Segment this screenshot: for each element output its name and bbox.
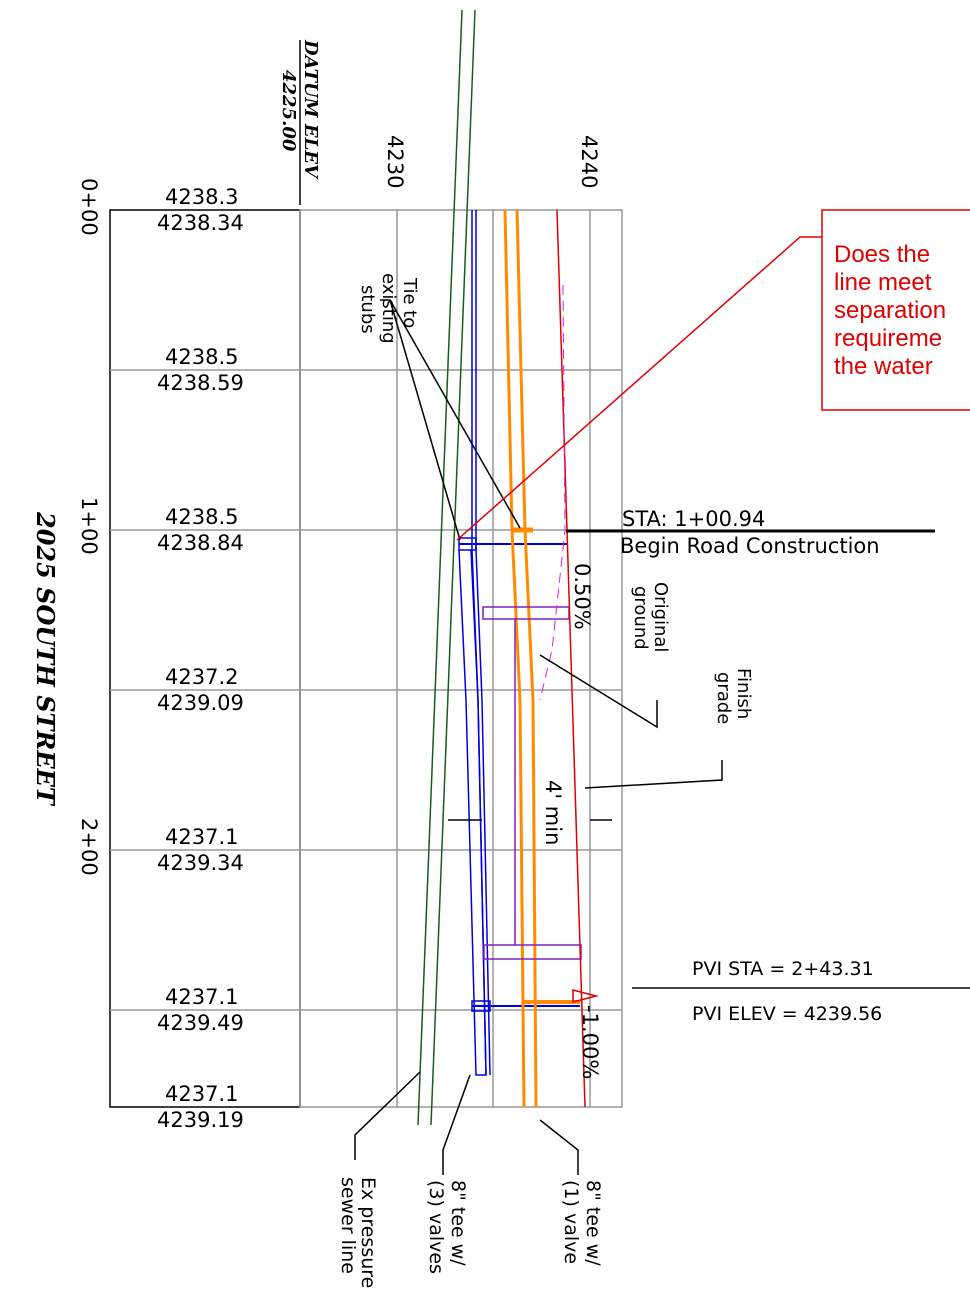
note: PVI ELEV = 4239.56 [692, 1003, 882, 1025]
note: (3) valves [425, 1180, 447, 1274]
question-line: separation [834, 297, 946, 324]
elevation-proposed: 4239.49 [157, 1011, 244, 1035]
note: grade [713, 672, 734, 724]
question-box [821, 209, 970, 411]
question-line: Does the [834, 241, 930, 268]
note: -1.00% [578, 1005, 602, 1079]
elevation-existing: 4238.3 [165, 185, 238, 209]
note: Begin Road Construction [620, 534, 880, 558]
note: Original [650, 582, 671, 652]
pipes [417, 9, 599, 1126]
note: 4' min [541, 780, 565, 845]
datum-label: DATUM ELEV [300, 39, 321, 180]
note: ground [630, 586, 651, 650]
note: 8" tee w/ [582, 1180, 604, 1266]
note: existing [378, 273, 399, 344]
axis-label: 4230 [383, 135, 407, 188]
station-label: 0+00 [77, 178, 101, 236]
note: 0.50% [570, 563, 594, 630]
elevation-proposed: 4238.84 [157, 531, 244, 555]
note: PVI STA = 2+43.31 [692, 958, 874, 980]
question-line: requireme [834, 325, 942, 352]
grid [109, 40, 623, 1108]
question-leader [456, 236, 822, 541]
datum-value: 4225.00 [278, 70, 299, 152]
note: stubs [357, 285, 378, 334]
note: 8" tee w/ [447, 1180, 469, 1266]
elevation-existing: 4237.1 [165, 1082, 238, 1106]
question-line: line meet [834, 269, 932, 296]
note: Ex pressure [357, 1177, 379, 1288]
axis-label: 4240 [577, 135, 601, 188]
note: Finish [733, 668, 754, 719]
leaders [354, 299, 970, 1175]
elevation-proposed: 4239.09 [157, 691, 244, 715]
elevation-existing: 4237.1 [165, 985, 238, 1009]
elevation-existing: 4237.2 [165, 665, 238, 689]
note: Tie to [399, 277, 420, 328]
street-name: 2025 SOUTH STREET [31, 511, 60, 807]
question-line: the water [834, 353, 933, 380]
elevation-proposed: 4239.34 [157, 851, 244, 875]
elevation-existing: 4238.5 [165, 345, 238, 369]
note: STA: 1+00.94 [622, 507, 765, 531]
elevation-existing: 4237.1 [165, 825, 238, 849]
note: sewer line [337, 1177, 359, 1274]
elevation-existing: 4238.5 [165, 505, 238, 529]
station-label: 1+00 [77, 497, 101, 555]
station-label: 2+00 [77, 818, 101, 876]
elevation-proposed: 4239.19 [157, 1108, 244, 1132]
note: (1) valve [560, 1180, 582, 1264]
elevation-proposed: 4238.34 [157, 211, 244, 235]
elevation-proposed: 4238.59 [157, 371, 244, 395]
